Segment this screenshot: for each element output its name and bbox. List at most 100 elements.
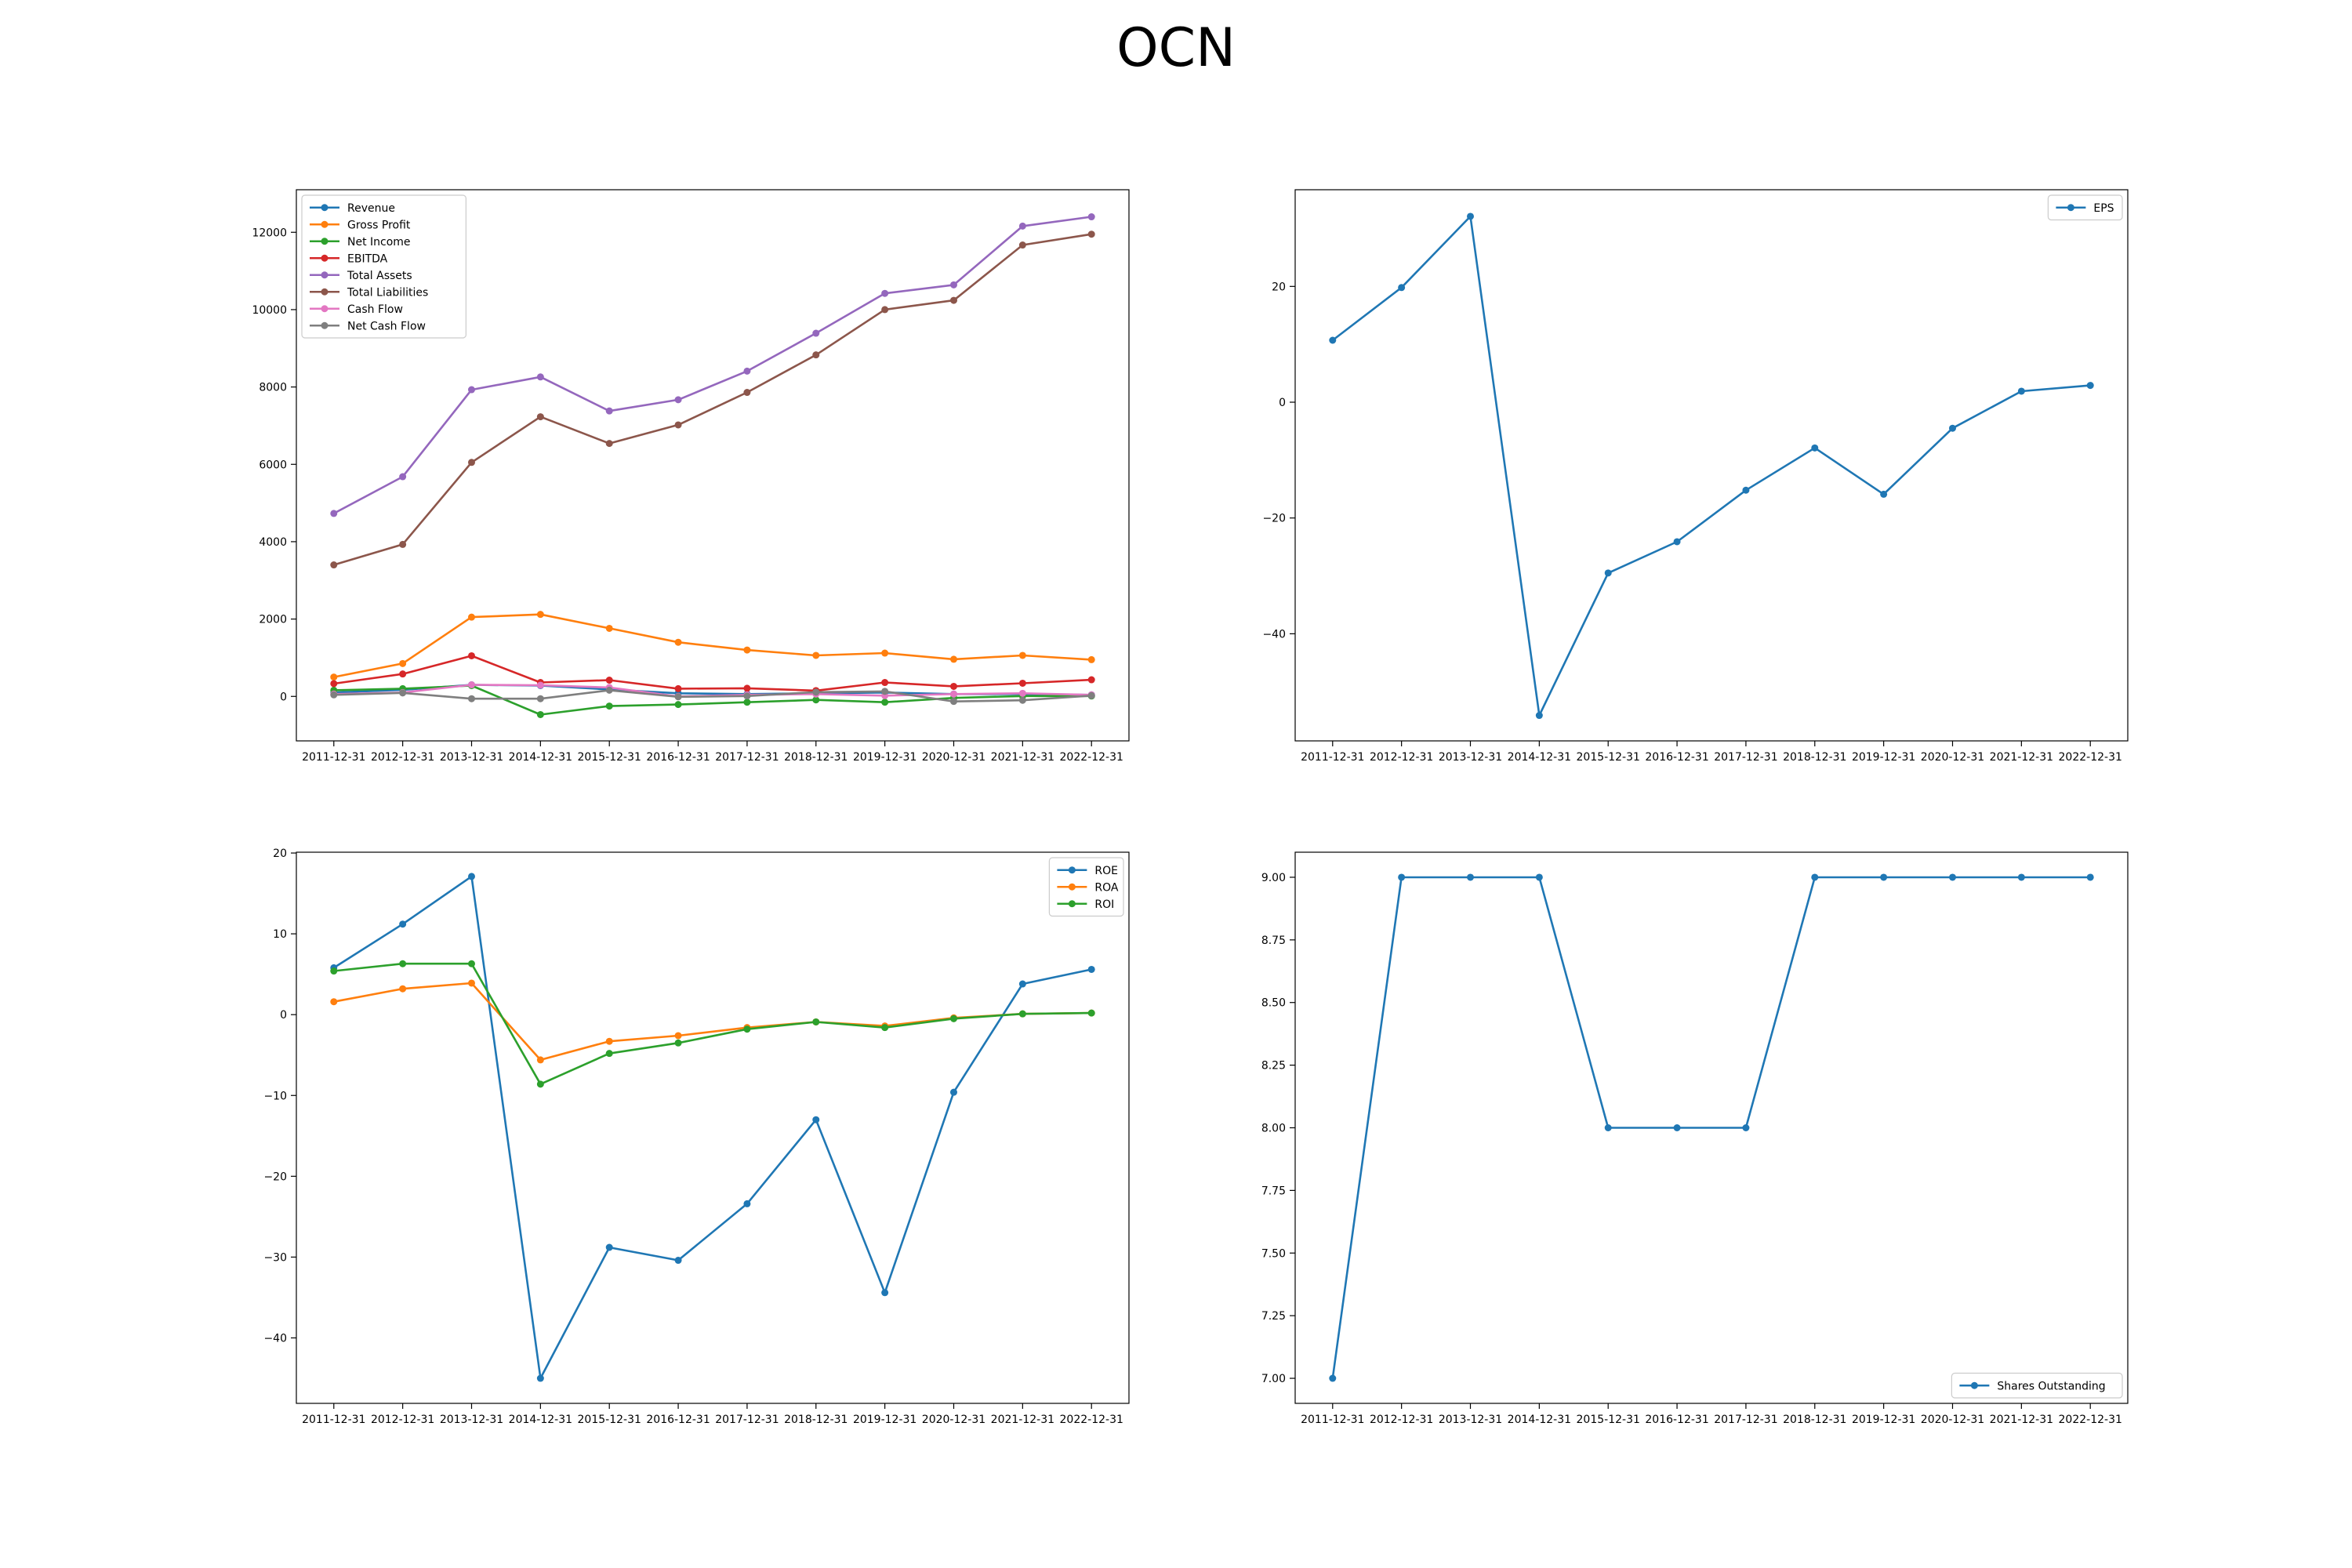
data-point	[949, 1088, 957, 1096]
y-tick-label: 2000	[259, 614, 287, 626]
data-point	[1467, 873, 1475, 881]
data-point	[399, 473, 407, 481]
data-point	[605, 677, 613, 684]
legend: Shares Outstanding	[1951, 1372, 2123, 1399]
legend-label: ROI	[1094, 898, 1114, 911]
x-tick-label: 2022-12-31	[1060, 751, 1123, 764]
x-tick-label: 2013-12-31	[1439, 1414, 1502, 1426]
x-tick-label: 2014-12-31	[509, 1414, 572, 1426]
data-point	[1087, 1009, 1095, 1017]
x-tick-label: 2016-12-31	[1645, 1414, 1708, 1426]
data-point	[881, 1024, 889, 1032]
data-point	[674, 684, 682, 692]
data-point	[674, 1032, 682, 1040]
data-point	[1604, 1124, 1612, 1131]
y-tick-label: 8.25	[1261, 1060, 1286, 1073]
series-line-shares-outstanding	[1331, 876, 2091, 1379]
data-point	[881, 688, 889, 695]
x-tick-label: 2020-12-31	[1921, 1414, 1984, 1426]
legend-label: Revenue	[347, 202, 395, 215]
data-point	[674, 396, 682, 404]
data-point	[812, 329, 820, 337]
data-point	[881, 306, 889, 314]
data-point	[399, 540, 407, 548]
data-point	[1742, 486, 1750, 494]
data-point	[605, 624, 613, 632]
data-point	[1018, 241, 1026, 249]
x-tick-label: 2014-12-31	[1508, 1414, 1571, 1426]
legend-marker	[1068, 900, 1076, 908]
returns-subplot: 2011-12-31 2012-12-31 2013-12-31 2014-12-31…	[263, 848, 1130, 1426]
legend-marker	[1970, 1381, 1978, 1389]
data-point	[949, 296, 957, 304]
x-tick-label: 2022-12-31	[2059, 751, 2122, 764]
y-tick-label: 0	[280, 1009, 287, 1022]
data-point	[399, 960, 407, 967]
y-tick-label: 20	[273, 848, 287, 860]
data-point	[1018, 679, 1026, 687]
x-tick-label: 2022-12-31	[1060, 1414, 1123, 1426]
data-point	[1018, 1010, 1026, 1018]
series-line-roi	[333, 962, 1092, 1086]
data-point	[743, 692, 751, 700]
data-point	[605, 1050, 613, 1058]
data-point	[605, 1243, 613, 1251]
data-point	[949, 682, 957, 690]
y-tick-label: −10	[263, 1090, 287, 1102]
data-point	[605, 407, 613, 415]
data-point	[2017, 387, 2025, 395]
data-point	[468, 979, 476, 987]
data-point	[468, 873, 476, 880]
data-point	[1948, 873, 1956, 881]
series-line-ebitda	[333, 655, 1092, 692]
data-point	[2086, 382, 2094, 390]
y-tick-label: −20	[1262, 513, 1286, 525]
y-tick-label: 8.50	[1261, 997, 1286, 1010]
data-point	[536, 681, 544, 689]
x-tick-label: 2012-12-31	[1370, 751, 1433, 764]
axes-frame	[1294, 189, 2129, 742]
series-line-eps	[1332, 215, 2091, 717]
data-point	[812, 1018, 820, 1025]
legend-label: Total Liabilities	[347, 286, 428, 299]
data-point	[536, 1080, 544, 1088]
legend: Revenue Gross Profit Net Income EBITDA Total…	[301, 194, 466, 339]
data-point	[1087, 676, 1095, 684]
x-tick-label: 2018-12-31	[1783, 751, 1846, 764]
data-point	[1604, 569, 1612, 577]
x-tick-label: 2021-12-31	[1990, 1414, 2053, 1426]
legend-marker	[321, 204, 328, 212]
x-tick-label: 2017-12-31	[1714, 751, 1777, 764]
data-point	[1329, 336, 1337, 344]
x-tick-label: 2022-12-31	[2059, 1414, 2122, 1426]
data-point	[1535, 873, 1543, 881]
data-point	[743, 1200, 751, 1207]
data-point	[399, 920, 407, 928]
x-tick-label: 2012-12-31	[1370, 1414, 1433, 1426]
data-point	[330, 673, 338, 681]
data-point	[1018, 696, 1026, 704]
data-point	[881, 679, 889, 687]
x-tick-label: 2012-12-31	[371, 1414, 434, 1426]
data-point	[2017, 873, 2025, 881]
y-tick-label: 20	[1272, 281, 1286, 293]
data-point	[1948, 424, 1956, 432]
data-point	[949, 281, 957, 289]
data-point	[812, 351, 820, 359]
legend-marker	[1068, 866, 1076, 874]
data-point	[674, 1257, 682, 1265]
data-point	[1811, 873, 1819, 881]
y-tick-label: −20	[263, 1171, 287, 1183]
x-tick-label: 2019-12-31	[1852, 1414, 1915, 1426]
series-line-roe	[333, 875, 1092, 1380]
data-point	[743, 699, 751, 706]
data-point	[1398, 873, 1406, 881]
data-point	[2086, 873, 2094, 881]
data-point	[1673, 1124, 1681, 1131]
data-point	[605, 686, 613, 694]
x-tick-label: 2013-12-31	[1439, 751, 1502, 764]
y-tick-label: 8.00	[1261, 1123, 1286, 1135]
x-tick-label: 2017-12-31	[715, 751, 779, 764]
data-point	[605, 440, 613, 448]
data-point	[743, 367, 751, 375]
